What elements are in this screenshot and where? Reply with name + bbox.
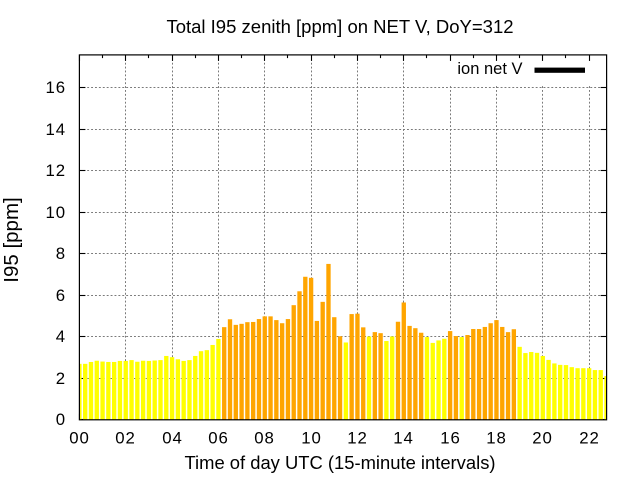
svg-text:00: 00	[69, 429, 89, 448]
svg-text:12: 12	[46, 161, 66, 180]
svg-text:0: 0	[56, 410, 66, 429]
svg-text:I95 [ppm]: I95 [ppm]	[0, 197, 23, 282]
svg-text:14: 14	[393, 429, 413, 448]
svg-text:04: 04	[162, 429, 182, 448]
svg-text:12: 12	[347, 429, 367, 448]
svg-text:16: 16	[440, 429, 460, 448]
svg-text:6: 6	[56, 286, 66, 305]
svg-text:8: 8	[56, 244, 66, 263]
svg-text:4: 4	[56, 327, 66, 346]
svg-text:14: 14	[46, 120, 66, 139]
svg-text:Total I95 zenith [ppm] on NET: Total I95 zenith [ppm] on NET V, DoY=312	[166, 16, 513, 37]
svg-text:20: 20	[532, 429, 552, 448]
svg-text:10: 10	[301, 429, 321, 448]
svg-text:2: 2	[56, 369, 66, 388]
svg-text:18: 18	[486, 429, 506, 448]
svg-text:06: 06	[208, 429, 228, 448]
svg-text:10: 10	[46, 203, 66, 222]
svg-text:Time of day UTC (15-minute int: Time of day UTC (15-minute intervals)	[184, 452, 495, 473]
svg-text:22: 22	[579, 429, 599, 448]
svg-text:16: 16	[46, 78, 66, 97]
svg-text:02: 02	[115, 429, 135, 448]
svg-text:08: 08	[254, 429, 274, 448]
svg-text:ion net V: ion net V	[457, 60, 522, 78]
